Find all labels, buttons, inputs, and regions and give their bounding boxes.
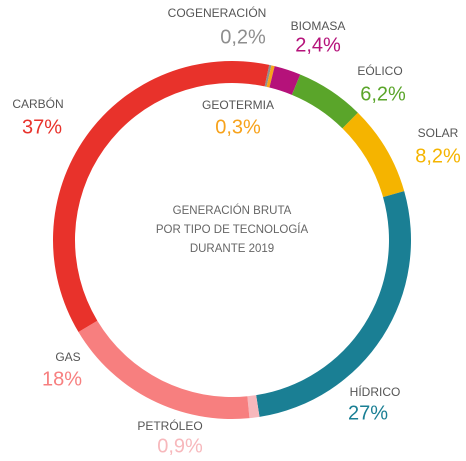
donut-segment: [266, 65, 275, 88]
value-label: 8,2%: [415, 145, 461, 167]
center-title: DURANTE 2019: [190, 243, 274, 255]
category-label: HÍDRICO: [350, 384, 401, 399]
category-label: CARBÓN: [12, 96, 63, 111]
center-title: POR TIPO DE TECNOLOGÍA: [156, 223, 309, 236]
value-label: 6,2%: [360, 83, 406, 105]
donut-segment: [291, 74, 358, 129]
center-title: GENERACIÓN BRUTA: [173, 204, 292, 217]
category-label: GAS: [55, 350, 80, 364]
value-label: 0,3%: [215, 116, 261, 138]
category-label: COGENERACIÓN: [168, 5, 267, 20]
value-label: 37%: [22, 116, 62, 138]
value-label: 18%: [42, 368, 82, 390]
donut-segment: [53, 61, 270, 333]
category-label: BIOMASA: [291, 19, 346, 33]
donut-segment: [256, 191, 411, 417]
donut-segment: [247, 395, 260, 419]
value-label: 2,4%: [295, 34, 341, 56]
donut-segment: [264, 64, 272, 87]
category-label: PETRÓLEO: [137, 418, 202, 433]
value-label: 27%: [348, 402, 388, 424]
donut-segment: [78, 320, 250, 420]
category-label: GEOTERMIA: [202, 98, 274, 112]
category-label: EÓLICO: [357, 63, 402, 78]
value-label: 0,9%: [157, 435, 203, 457]
donut-segment: [342, 112, 405, 198]
category-label: SOLAR: [418, 126, 459, 140]
value-label: 0,2%: [220, 26, 266, 48]
donut-segment: [269, 66, 301, 95]
